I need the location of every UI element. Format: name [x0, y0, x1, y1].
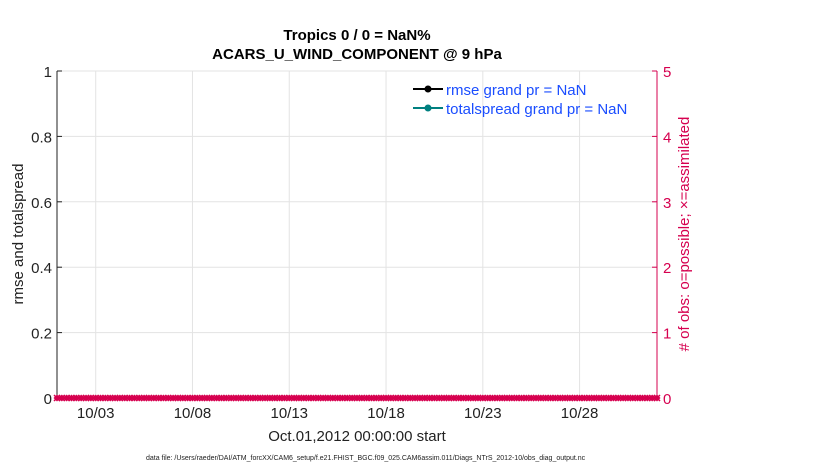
plot-area: [57, 71, 657, 398]
legend: rmse grand pr = NaN totalspread grand pr…: [413, 82, 627, 118]
y-tick-label: 0.6: [31, 195, 52, 212]
x-axis-label: Oct.01,2012 00:00:00 start: [268, 428, 446, 445]
y-right-tick-label: 3: [663, 195, 671, 212]
y-right-tick-label: 4: [663, 129, 671, 146]
y-axis-right-label: # of obs: o=possible; ×=assimilated: [676, 117, 693, 352]
footer-data-file: data file: /Users/raeder/DAI/ATM_forcXX/…: [146, 455, 586, 462]
x-tick-label: 10/03: [77, 405, 115, 422]
legend-marker-totalspread: [424, 104, 432, 112]
y-tick-label: 0.4: [31, 260, 52, 277]
y-tick-label: 0.2: [31, 326, 52, 343]
x-tick-label: 10/18: [367, 405, 405, 422]
y-axis-label: rmse and totalspread: [10, 164, 27, 305]
x-tick-label: 10/08: [174, 405, 212, 422]
legend-label-rmse: rmse grand pr = NaN: [446, 82, 586, 99]
x-tick-label: 10/23: [464, 405, 502, 422]
legend-marker-rmse: [424, 85, 432, 93]
obs-assimilated-marker: [653, 394, 661, 402]
x-tick-label: 10/28: [561, 405, 599, 422]
y-tick-label: 1: [44, 64, 52, 81]
grid: [57, 70, 657, 398]
y-right-tick-label: 1: [663, 326, 671, 343]
chart-title: Tropics 0 / 0 = NaN%: [283, 27, 430, 44]
y-right-tick-label: 5: [663, 64, 671, 81]
x-tick-label: 10/13: [270, 405, 308, 422]
y-tick-label: 0.8: [31, 129, 52, 146]
y-right-tick-label: 0: [663, 391, 671, 408]
y-right-tick-label: 2: [663, 260, 671, 277]
y-tick-label: 0: [44, 391, 52, 408]
legend-label-totalspread: totalspread grand pr = NaN: [446, 101, 627, 118]
chart-subtitle: ACARS_U_WIND_COMPONENT @ 9 hPa: [212, 46, 502, 63]
